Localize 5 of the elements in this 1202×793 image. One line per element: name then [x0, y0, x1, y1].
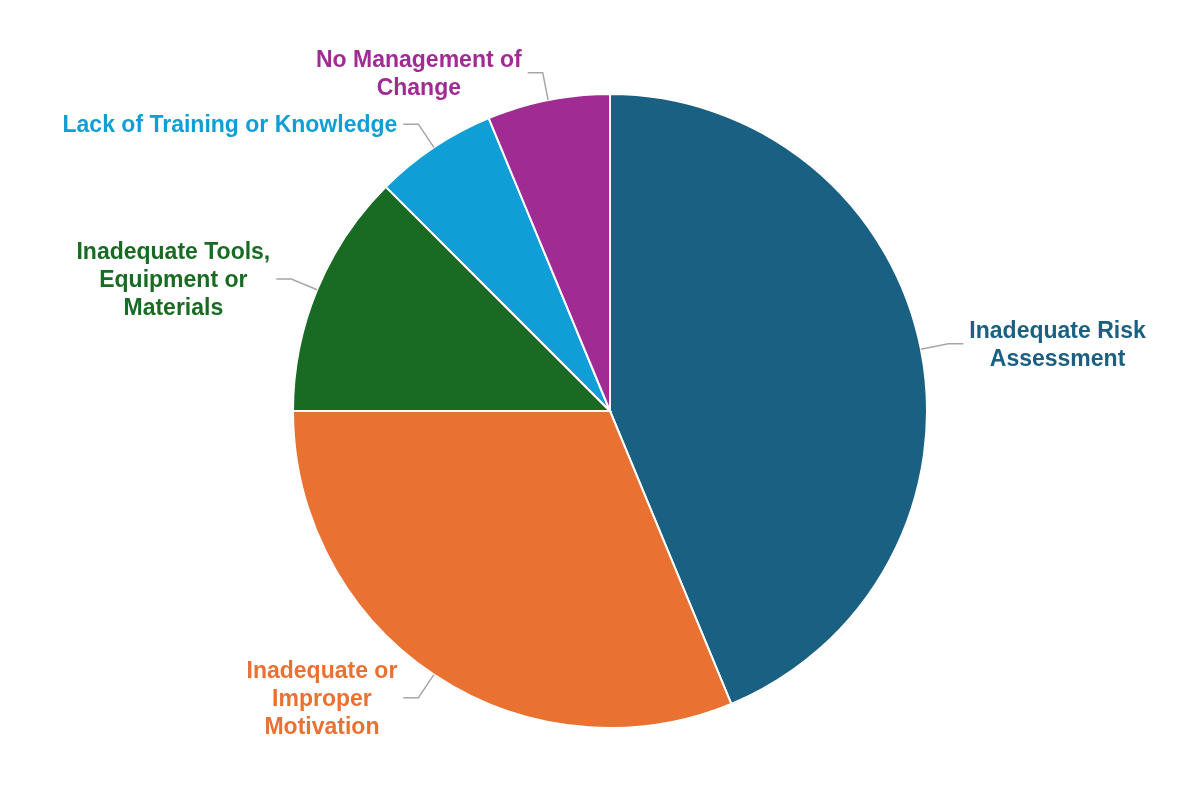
slice-label: Inadequate Risk Assessment — [969, 316, 1146, 371]
slice-label: Lack of Training or Knowledge — [62, 111, 398, 138]
slice-label: No Management of Change — [315, 45, 523, 100]
slice-label: Inadequate or Improper Motivation — [246, 656, 398, 739]
slice-label: Inadequate Tools, Equipment or Materials — [76, 237, 271, 320]
